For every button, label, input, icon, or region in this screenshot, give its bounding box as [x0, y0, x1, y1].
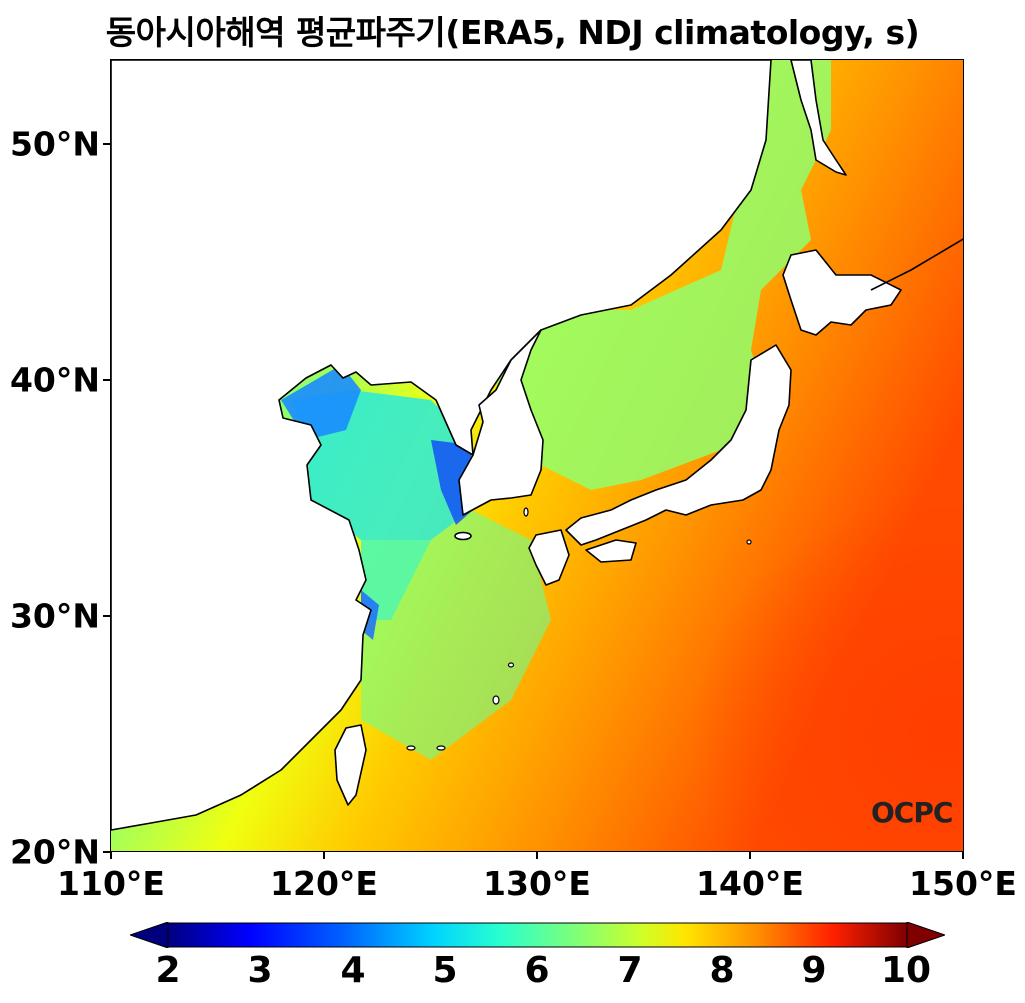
colorbar-label-6: 6 — [524, 950, 550, 991]
lat-label-50: 50°N — [9, 124, 100, 164]
lon-label-150: 150°E — [909, 864, 1017, 903]
lat-label-30: 30°N — [9, 596, 100, 636]
ryukyu-island — [507, 662, 515, 668]
izu-island — [746, 539, 752, 545]
colorbar-label-10: 10 — [880, 950, 932, 991]
lon-label-140: 140°E — [696, 864, 804, 903]
colorbar-label-2: 2 — [155, 950, 181, 991]
lon-tick — [536, 852, 538, 859]
lon-label-130: 130°E — [483, 864, 591, 903]
lon-tick — [110, 852, 112, 859]
ryukyu-island — [436, 745, 446, 751]
shikoku — [585, 539, 637, 563]
taiwan — [334, 724, 367, 806]
lon-tick — [962, 852, 964, 859]
lat-tick — [103, 143, 110, 145]
colorbar — [130, 922, 945, 948]
korean-peninsula — [458, 329, 544, 516]
tsushima-island — [523, 507, 529, 517]
bohai-field — [281, 365, 361, 440]
colorbar-label-7: 7 — [617, 950, 643, 991]
lat-tick — [103, 379, 110, 381]
colorbar-label-3: 3 — [247, 950, 273, 991]
sakhalin — [790, 60, 847, 176]
colorbar-under-arrow — [130, 922, 169, 948]
ocpc-logo: OCPC — [871, 796, 953, 829]
lon-label-120: 120°E — [270, 864, 378, 903]
kyushu — [528, 529, 570, 586]
map-panel: OCPC — [110, 59, 964, 852]
lat-tick — [103, 851, 110, 853]
chart-title: 동아시아해역 평균파주기(ERA5, NDJ climatology, s) — [105, 13, 920, 52]
hokkaido — [782, 249, 902, 336]
lon-label-110: 110°E — [57, 864, 165, 903]
yellow-sea-field — [291, 390, 471, 620]
honshu — [565, 344, 792, 546]
kuril-islands — [870, 238, 963, 291]
east-china-sea-field — [361, 510, 551, 760]
colorbar-ramp — [167, 922, 908, 948]
lon-tick — [749, 852, 751, 859]
colorbar-label-4: 4 — [340, 950, 366, 991]
ryukyu-island — [406, 745, 416, 751]
colorbar-label-8: 8 — [709, 950, 735, 991]
colorbar-label-9: 9 — [801, 950, 827, 991]
ryukyu-island — [492, 695, 500, 705]
jeju-island — [454, 531, 472, 541]
asian-mainland — [111, 60, 772, 831]
lon-tick — [323, 852, 325, 859]
colorbar-over-arrow — [906, 922, 945, 948]
lat-label-40: 40°N — [9, 360, 100, 400]
lat-tick — [103, 615, 110, 617]
wave-period-field — [111, 60, 963, 851]
lat-label-20: 20°N — [9, 832, 100, 872]
colorbar-label-5: 5 — [432, 950, 458, 991]
